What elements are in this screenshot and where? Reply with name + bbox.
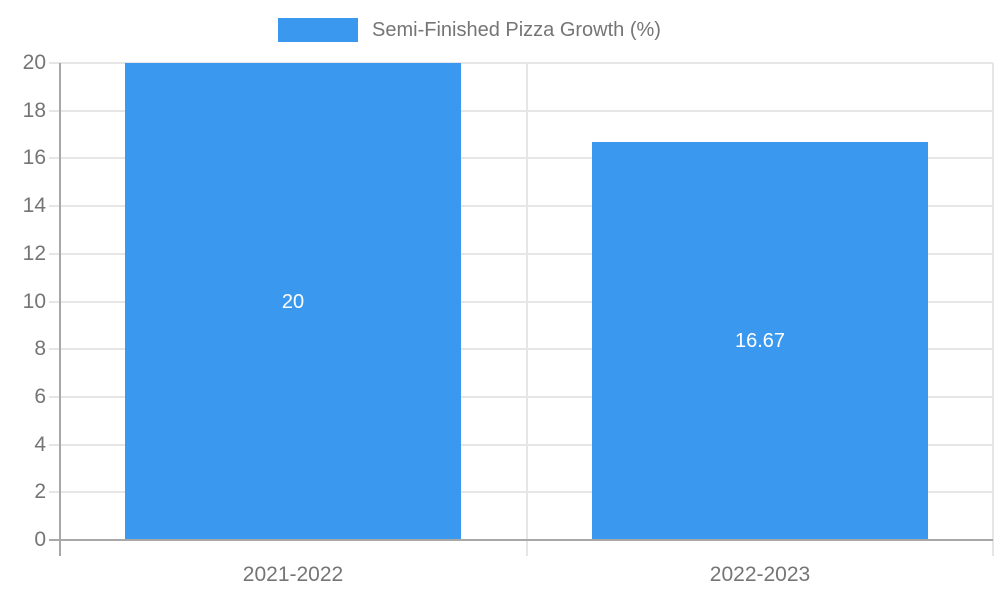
y-tick-label: 2	[34, 480, 46, 504]
y-tick-mark	[49, 348, 60, 351]
legend-label: Semi-Finished Pizza Growth (%)	[372, 18, 661, 41]
x-gridline	[992, 63, 994, 556]
y-tick-label: 20	[22, 51, 46, 74]
y-tick-mark	[49, 491, 60, 494]
y-tick-mark	[49, 157, 60, 160]
y-tick-label: 10	[22, 289, 46, 313]
legend[interactable]: Semi-Finished Pizza Growth (%)	[278, 18, 661, 42]
x-tick-label: 2022-2023	[709, 563, 811, 586]
bar-2022-2023[interactable]	[592, 142, 928, 540]
y-tick-label: 16	[22, 146, 46, 170]
y-axis-line	[59, 63, 61, 556]
bar-value-label: 16.67	[734, 330, 786, 352]
legend-swatch	[278, 18, 358, 42]
y-tick-mark	[49, 300, 60, 303]
x-gridline	[525, 63, 528, 556]
y-tick-mark	[49, 252, 60, 255]
y-tick-mark	[49, 539, 60, 541]
x-tick-label: 2021-2022	[242, 563, 344, 586]
y-tick-mark	[49, 443, 60, 446]
y-tick-label: 6	[34, 384, 46, 408]
y-tick-label: 8	[34, 337, 46, 361]
bar-2021-2022[interactable]	[125, 63, 461, 540]
y-tick-mark	[49, 62, 60, 64]
y-tick-label: 12	[22, 241, 46, 265]
bar-value-label: 20	[281, 291, 305, 313]
y-tick-label: 18	[22, 98, 46, 122]
y-tick-mark	[49, 205, 60, 208]
y-tick-label: 4	[34, 432, 46, 456]
y-tick-mark	[49, 109, 60, 112]
x-axis-line	[60, 539, 993, 541]
y-tick-label: 14	[22, 194, 46, 218]
y-tick-label: 0	[34, 528, 46, 551]
y-tick-mark	[49, 395, 60, 398]
